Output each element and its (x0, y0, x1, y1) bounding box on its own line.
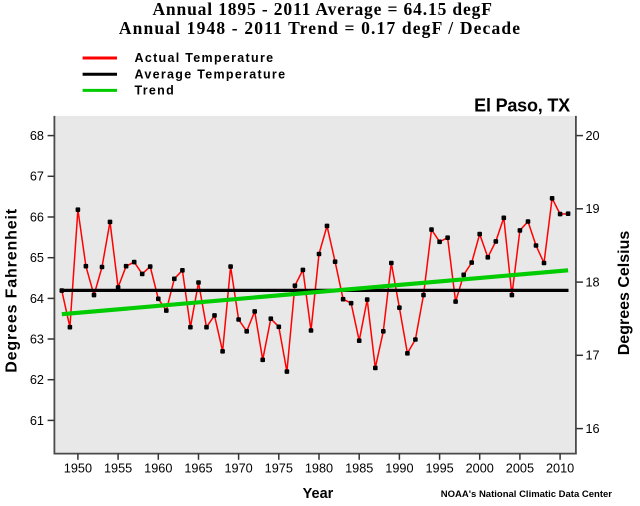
svg-text:1970: 1970 (224, 462, 252, 476)
svg-text:El Paso, TX: El Paso, TX (474, 95, 570, 115)
svg-text:Degrees Fahrenheit: Degrees Fahrenheit (4, 208, 21, 373)
svg-text:65: 65 (30, 251, 44, 265)
svg-text:2005: 2005 (506, 462, 534, 476)
svg-text:Annual 1948 - 2011 Trend = 0.1: Annual 1948 - 2011 Trend = 0.17 degF / D… (119, 18, 521, 38)
svg-text:NOAA's National Climatic Data: NOAA's National Climatic Data Center (441, 489, 612, 500)
svg-text:Degrees Celsius: Degrees Celsius (616, 231, 633, 356)
svg-text:61: 61 (30, 414, 44, 428)
svg-text:Trend: Trend (135, 84, 176, 98)
svg-text:1995: 1995 (425, 462, 453, 476)
svg-text:1965: 1965 (184, 462, 212, 476)
svg-text:62: 62 (30, 373, 44, 387)
svg-text:1960: 1960 (144, 462, 172, 476)
svg-text:Annual 1895 - 2011 Average = 6: Annual 1895 - 2011 Average = 64.15 degF (152, 0, 492, 19)
svg-text:66: 66 (30, 210, 44, 224)
svg-text:Year: Year (303, 486, 334, 502)
svg-text:1955: 1955 (104, 462, 132, 476)
svg-text:63: 63 (30, 332, 44, 346)
svg-text:1975: 1975 (265, 462, 293, 476)
svg-text:Actual Temperature: Actual Temperature (135, 51, 275, 65)
svg-text:18: 18 (586, 276, 600, 290)
svg-text:Average Temperature: Average Temperature (135, 67, 287, 81)
svg-text:67: 67 (30, 170, 44, 184)
svg-text:20: 20 (586, 129, 600, 143)
svg-text:1985: 1985 (345, 462, 373, 476)
svg-text:16: 16 (586, 422, 600, 436)
svg-text:2010: 2010 (546, 462, 574, 476)
svg-text:1980: 1980 (305, 462, 333, 476)
svg-text:1990: 1990 (385, 462, 413, 476)
svg-text:19: 19 (586, 202, 600, 216)
svg-text:2000: 2000 (466, 462, 494, 476)
svg-text:64: 64 (30, 292, 44, 306)
svg-text:17: 17 (586, 349, 600, 363)
svg-text:68: 68 (30, 129, 44, 143)
svg-text:1950: 1950 (64, 462, 92, 476)
